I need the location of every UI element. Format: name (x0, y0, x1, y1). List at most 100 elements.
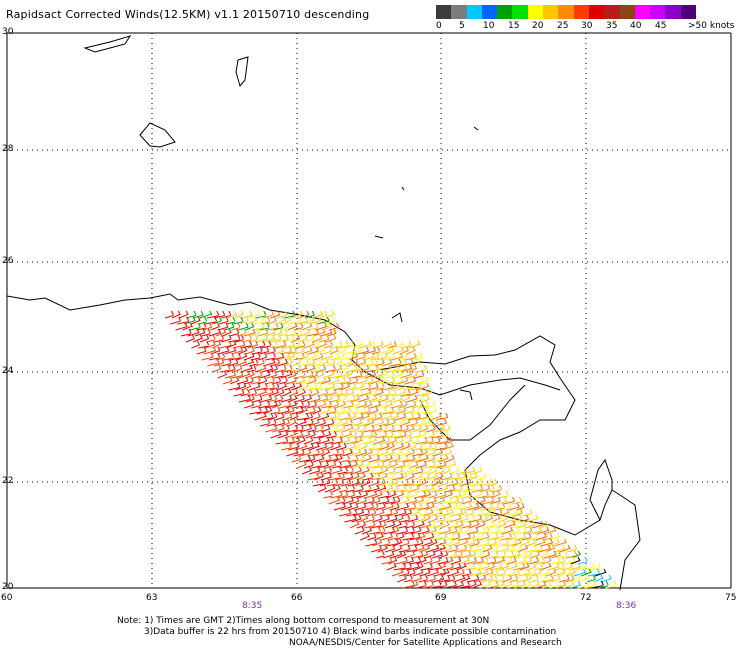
wind-barb-flag (434, 490, 438, 496)
wind-barb-flag (516, 526, 520, 532)
wind-barb (266, 423, 277, 427)
wind-barb (423, 560, 433, 565)
wind-barb (363, 404, 372, 409)
wind-barb (296, 345, 305, 349)
wind-barb (330, 469, 343, 475)
wind-barb (410, 459, 421, 463)
wind-barb-flag (302, 388, 306, 394)
wind-barb-flag (372, 442, 376, 448)
wind-barb-flag (264, 382, 268, 388)
wind-barb (329, 421, 343, 427)
wind-barb (185, 338, 195, 343)
wind-barb (458, 559, 470, 565)
x-tick-label: 69 (435, 593, 447, 603)
wind-barb (443, 463, 456, 469)
wind-barb (431, 507, 444, 511)
wind-barb (321, 405, 332, 409)
wind-barb (297, 337, 308, 343)
wind-barb (292, 380, 305, 385)
wind-barb-flag (340, 388, 344, 394)
wind-barb-flag (357, 442, 360, 448)
wind-barb (313, 356, 323, 361)
wind-barb-flag (391, 550, 395, 556)
wind-barb-flag (354, 430, 358, 436)
wind-barb (259, 398, 272, 403)
wind-barb (309, 470, 320, 475)
wind-barb (280, 373, 293, 379)
wind-barb (451, 560, 461, 565)
wind-barb-flag (406, 568, 410, 574)
wind-barb-flag (378, 544, 382, 550)
wind-barb-flag (329, 394, 333, 400)
wind-barb-flag (515, 508, 519, 514)
wind-barb-flag (368, 526, 372, 532)
wind-barb-flag (571, 580, 575, 586)
wind-barb-flag (411, 406, 415, 412)
wind-barb-flag (557, 556, 561, 562)
wind-barb-flag (352, 484, 355, 490)
wind-barb-flag (506, 544, 510, 550)
wind-barb (371, 422, 384, 427)
wind-barb (408, 488, 420, 493)
wind-barb-flag (259, 370, 263, 376)
wind-barb (394, 465, 405, 469)
wind-barb-flag (437, 526, 441, 532)
wind-barb-flag (437, 556, 441, 562)
wind-barb (356, 452, 367, 457)
wind-barb (392, 398, 403, 403)
wind-barb-flag (539, 544, 543, 550)
wind-barb (328, 453, 339, 457)
wind-barb-flag (240, 346, 244, 352)
wind-barb-flag (404, 400, 408, 406)
wind-barb-flag (393, 340, 397, 346)
wind-barb (394, 440, 404, 445)
wind-barb-flag (433, 574, 437, 580)
wind-barb (312, 483, 324, 487)
wind-barb-flag (318, 316, 322, 322)
wind-barb-flag (204, 316, 208, 322)
wind-barb (510, 524, 523, 529)
wind-barb (363, 525, 376, 529)
wind-barb-flag (382, 436, 386, 442)
wind-barb-flag (389, 454, 393, 460)
wind-barb-flag (367, 478, 371, 484)
wind-barb-flag (487, 484, 491, 490)
colorbar-label: 5 (459, 21, 465, 31)
wind-barb (402, 537, 414, 541)
wind-barb-flag (375, 382, 379, 388)
wind-barb-flag (444, 580, 448, 586)
wind-barb-flag (396, 538, 399, 544)
wind-barb-flag (367, 418, 371, 424)
wind-barb-flag (490, 574, 494, 580)
wind-barb-flag (347, 412, 351, 418)
wind-barb-flag (404, 364, 407, 370)
wind-barb (251, 404, 262, 409)
wind-barb (394, 368, 407, 373)
wind-barb (463, 542, 476, 547)
wind-barb (447, 571, 459, 577)
wind-barb-flag (392, 544, 396, 550)
wind-barb (456, 494, 466, 499)
wind-barb-flag (467, 532, 471, 538)
wind-barb-flag (285, 334, 289, 340)
wind-barb-flag (564, 550, 568, 556)
wind-barb (214, 362, 225, 367)
wind-barb-flag (327, 376, 331, 382)
wind-barb (449, 566, 461, 571)
wind-barb (405, 428, 415, 433)
wind-barb (233, 368, 243, 373)
wind-barb-flag (487, 538, 491, 544)
wind-barb (487, 482, 498, 487)
wind-barb (319, 361, 329, 367)
wind-barb (292, 333, 302, 337)
wind-barb-flag (312, 364, 316, 370)
wind-barb-flag (485, 490, 489, 496)
wind-barb-flag (354, 508, 358, 514)
wind-barb-flag (426, 526, 430, 532)
wind-barb-flag (301, 346, 305, 352)
wind-barb-flag (328, 400, 332, 406)
wind-barb (568, 566, 581, 571)
wind-barb (282, 369, 293, 373)
wind-barb-flag (218, 316, 222, 322)
wind-barb-flag (311, 310, 315, 316)
